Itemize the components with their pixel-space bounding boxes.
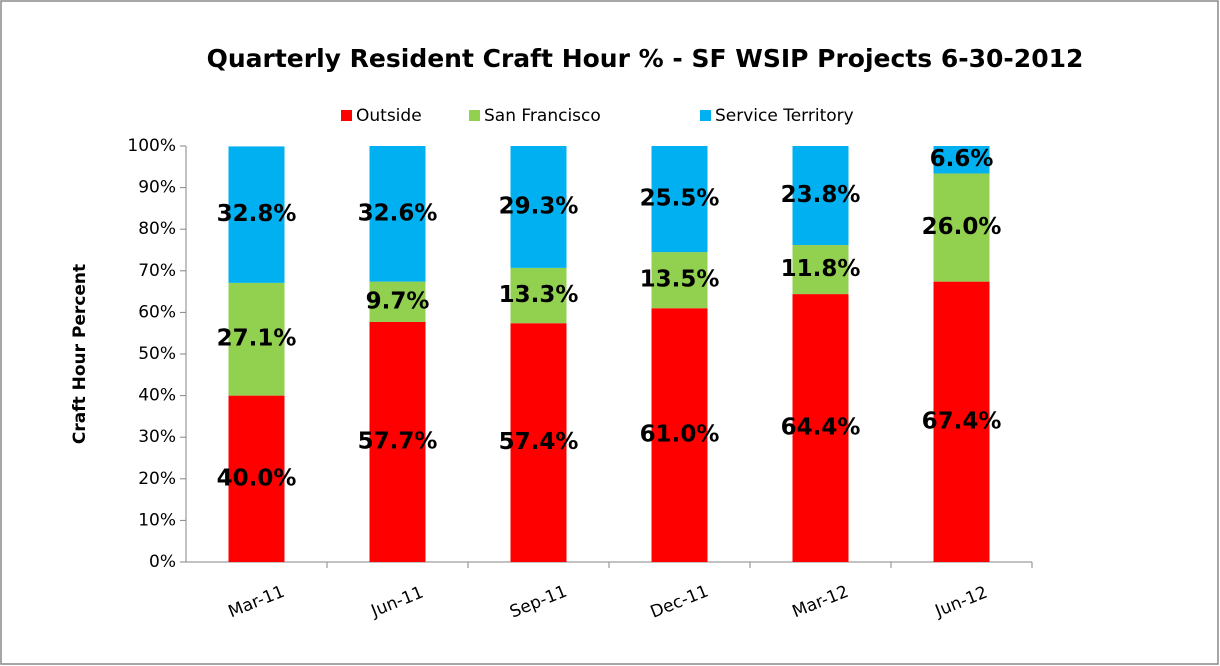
legend-swatch bbox=[700, 110, 711, 121]
bar-segment bbox=[792, 245, 849, 295]
y-axis-label: Craft Hour Percent bbox=[70, 264, 90, 444]
data-label: 13.5% bbox=[640, 267, 720, 293]
bar-segment bbox=[510, 267, 567, 324]
data-label: 57.4% bbox=[499, 429, 579, 455]
bar-segment bbox=[933, 173, 990, 282]
bar-segment bbox=[369, 321, 426, 562]
data-label: 11.8% bbox=[781, 256, 861, 282]
bar-segment bbox=[228, 395, 285, 562]
bar-segment bbox=[792, 146, 849, 246]
data-label: 32.8% bbox=[217, 201, 297, 227]
data-label: 26.0% bbox=[922, 214, 1002, 240]
data-label: 40.0% bbox=[217, 465, 297, 491]
data-label: 27.1% bbox=[217, 326, 297, 352]
data-label: 13.3% bbox=[499, 282, 579, 308]
legend-label: Service Territory bbox=[715, 106, 854, 126]
data-label: 9.7% bbox=[366, 288, 430, 314]
data-label: 6.6% bbox=[930, 146, 994, 172]
data-label: 29.3% bbox=[499, 193, 579, 219]
bar-segment bbox=[651, 252, 708, 309]
y-tick-label: 40% bbox=[138, 386, 176, 406]
bar-segment bbox=[792, 294, 849, 562]
bar-segment bbox=[933, 146, 990, 174]
data-label: 25.5% bbox=[640, 186, 720, 212]
data-label: 23.8% bbox=[781, 182, 861, 208]
data-label: 64.4% bbox=[781, 415, 861, 441]
bar-segment bbox=[510, 146, 567, 268]
bar-segment bbox=[228, 146, 285, 283]
chart-title: Quarterly Resident Craft Hour % - SF WSI… bbox=[207, 44, 1084, 73]
y-tick-label: 50% bbox=[138, 344, 176, 364]
data-label: 67.4% bbox=[922, 408, 1002, 434]
y-tick-label: 70% bbox=[138, 261, 176, 281]
legend-label: Outside bbox=[356, 106, 422, 126]
y-tick-label: 20% bbox=[138, 469, 176, 489]
legend-label: San Francisco bbox=[484, 106, 601, 126]
data-label: 32.6% bbox=[358, 200, 438, 226]
y-tick-label: 30% bbox=[138, 427, 176, 447]
data-label: 61.0% bbox=[640, 422, 720, 448]
y-tick-label: 0% bbox=[149, 552, 176, 572]
bar-segment bbox=[510, 323, 567, 562]
y-tick-label: 80% bbox=[138, 219, 176, 239]
bar-segment bbox=[651, 308, 708, 562]
data-label: 57.7% bbox=[358, 428, 438, 454]
y-tick-label: 60% bbox=[138, 302, 176, 322]
bar-segment bbox=[369, 146, 426, 282]
legend-swatch bbox=[341, 110, 352, 121]
y-tick-label: 100% bbox=[127, 136, 176, 156]
y-tick-label: 10% bbox=[138, 510, 176, 530]
bar-segment bbox=[369, 281, 426, 322]
bar-segment bbox=[651, 146, 708, 253]
y-tick-label: 90% bbox=[138, 178, 176, 198]
bar-segment bbox=[228, 282, 285, 396]
legend-swatch bbox=[469, 110, 480, 121]
bar-segment bbox=[933, 281, 990, 562]
